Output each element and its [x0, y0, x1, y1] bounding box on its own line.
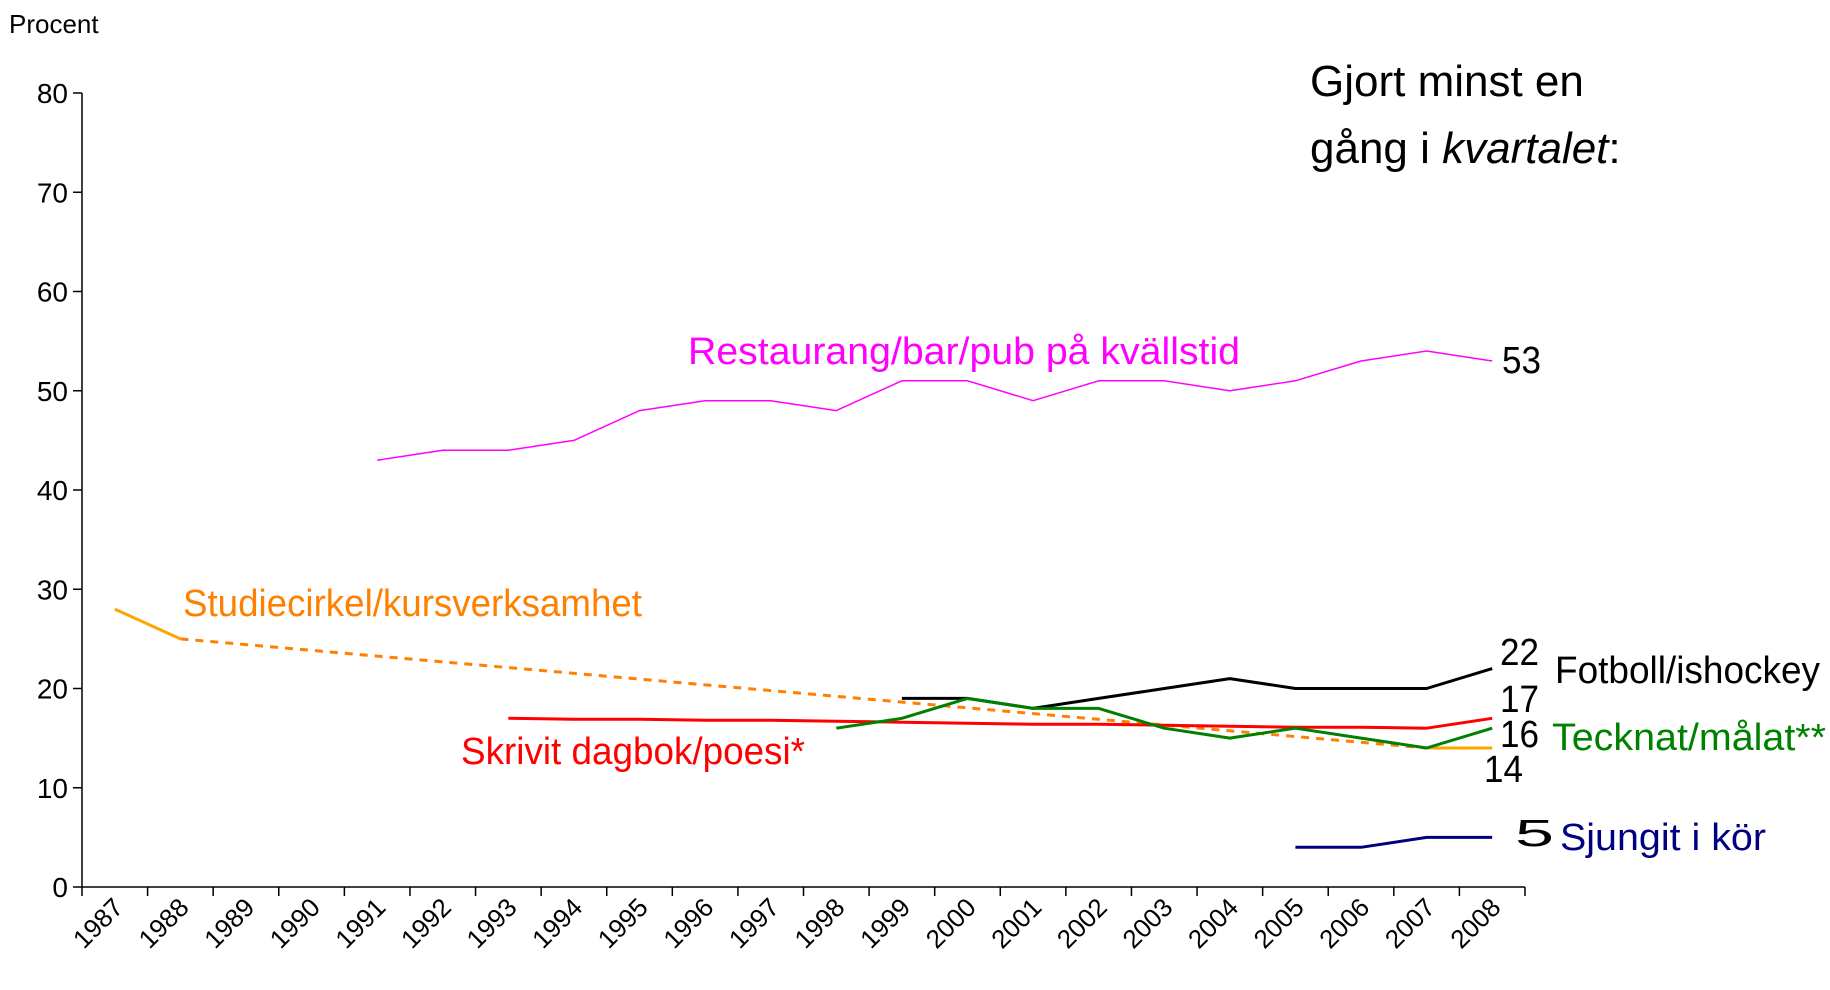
x-tick-label: 2002: [1051, 892, 1113, 954]
series-label: Fotboll/ishockey: [1555, 650, 1820, 692]
series-line: [114, 607, 182, 641]
title-emphasis: kvartalet: [1442, 124, 1610, 173]
chart-title-line: gång i kvartalet:: [1310, 124, 1621, 173]
series-line: [508, 716, 1493, 730]
x-tick-label: 1993: [460, 892, 522, 954]
x-tick-label: 2004: [1182, 892, 1244, 954]
x-tick-label: 1997: [723, 892, 785, 954]
y-tick-label: 80: [37, 78, 68, 109]
series-label: Skrivit dagbok/poesi*: [461, 731, 805, 773]
series-line: [1295, 835, 1493, 849]
title-part: gång i: [1310, 124, 1442, 173]
y-tick-label: 50: [37, 376, 68, 407]
y-axis-label: Procent: [9, 9, 99, 39]
end-value-label: 5: [1515, 813, 1554, 855]
x-tick-label: 1999: [854, 892, 916, 954]
x-tick-label: 1987: [67, 892, 129, 954]
series-label: Restaurang/bar/pub på kvällstid: [688, 331, 1240, 373]
x-tick-label: 1994: [526, 892, 588, 954]
y-tick-label: 20: [37, 674, 68, 705]
x-tick-label: 2006: [1313, 892, 1375, 954]
x-tick-label: 1991: [329, 892, 391, 954]
x-tick-label: 2001: [985, 892, 1047, 954]
y-tick-label: 70: [37, 177, 68, 208]
series-label: Tecknat/målat**: [1552, 717, 1826, 759]
y-tick-label: 40: [37, 475, 68, 506]
end-value-label: 16: [1500, 714, 1539, 756]
end-value-label: 17: [1500, 679, 1539, 721]
series-label: Studiecirkel/kursverksamhet: [183, 583, 642, 625]
x-tick-label: 2007: [1379, 892, 1441, 954]
y-tick-label: 30: [37, 574, 68, 605]
series-line: [836, 696, 1493, 750]
end-value-label: 22: [1500, 632, 1539, 674]
title-end: :: [1608, 124, 1620, 173]
y-tick-label: 60: [37, 277, 68, 308]
x-tick-label: 2005: [1248, 892, 1310, 954]
y-tick-label: 10: [37, 773, 68, 804]
x-tick-label: 1992: [395, 892, 457, 954]
x-tick-label: 2008: [1444, 892, 1506, 954]
chart-title: Gjort minst en: [1310, 57, 1584, 106]
end-value-label: 14: [1484, 749, 1523, 791]
x-tick-label: 1996: [657, 892, 719, 954]
x-tick-label: 1988: [133, 892, 195, 954]
x-tick-label: 1995: [592, 892, 654, 954]
x-tick-label: 2003: [1116, 892, 1178, 954]
series-label: Sjungit i kör: [1560, 817, 1766, 859]
x-tick-label: 1989: [198, 892, 260, 954]
gap-connector: [180, 637, 1427, 750]
y-tick-label: 0: [52, 872, 68, 903]
end-value-label: 53: [1502, 340, 1541, 382]
series-line: [377, 350, 1493, 461]
x-tick-label: 1990: [264, 892, 326, 954]
x-tick-label: 1998: [788, 892, 850, 954]
x-tick-label: 2000: [920, 892, 982, 954]
